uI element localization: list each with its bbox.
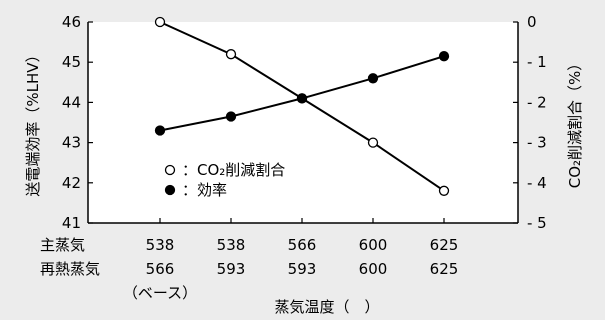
x-axis-title: 蒸気温度（ ） (274, 298, 379, 316)
co2-reduction-point (154, 16, 166, 28)
left-tick-label: 42 (62, 174, 81, 192)
efficiency-point (296, 93, 308, 104)
main-steam-temp: 625 (430, 236, 459, 254)
legend-filled-circle-marker (164, 184, 176, 196)
right-axis-title: CO₂削減割合（%） (566, 56, 584, 189)
row-label: 主蒸気 (40, 236, 85, 254)
right-tick-label: - 5 (527, 214, 547, 232)
right-tick-label: - 4 (527, 174, 547, 192)
row-label: 再熱蒸気 (40, 260, 100, 278)
legend-label: ：効率 (182, 181, 227, 199)
legend-open-circle-marker (164, 164, 176, 176)
left-tick-label: 41 (62, 214, 81, 232)
left-tick-label: 46 (62, 13, 81, 31)
right-tick-label: 0 (527, 13, 537, 31)
left-tick-label: 44 (62, 93, 81, 111)
reheat-steam-temp: 593 (217, 260, 246, 278)
legend: ：CO₂削減割合 ：効率 (164, 161, 285, 199)
efficiency-point (154, 125, 166, 136)
co2-reduction-point (438, 185, 450, 196)
co2-reduction-point (225, 49, 237, 60)
efficiency-point (225, 111, 237, 122)
data-points (154, 16, 450, 196)
base-case-note: （ベース） (123, 284, 197, 302)
main-steam-temp: 538 (217, 236, 246, 254)
co2-reduction-point (367, 137, 379, 148)
reheat-steam-temp: 593 (288, 260, 317, 278)
main-steam-temp: 600 (359, 236, 388, 254)
left-tick-label: 45 (62, 53, 81, 71)
right-tick-label: - 3 (527, 134, 547, 152)
legend-label: ：CO₂削減割合 (182, 161, 285, 179)
efficiency-point (367, 73, 379, 84)
reheat-steam-temp: 600 (359, 260, 388, 278)
right-tick-label: - 2 (527, 93, 547, 111)
right-tick-label: - 1 (527, 53, 547, 71)
main-steam-temp: 538 (146, 236, 175, 254)
axes: 46 45 44 43 42 41 0 - 1 - 2 - 3 - 4 - 5 (62, 13, 547, 232)
left-tick-label: 43 (62, 134, 81, 152)
plot-area (88, 22, 518, 223)
reheat-steam-temp: 625 (430, 260, 459, 278)
efficiency-point (438, 51, 450, 62)
left-axis-title: 送電端効率（%LHV） (24, 47, 42, 196)
reheat-steam-temp: 566 (146, 260, 175, 278)
main-steam-temp: 566 (288, 236, 317, 254)
